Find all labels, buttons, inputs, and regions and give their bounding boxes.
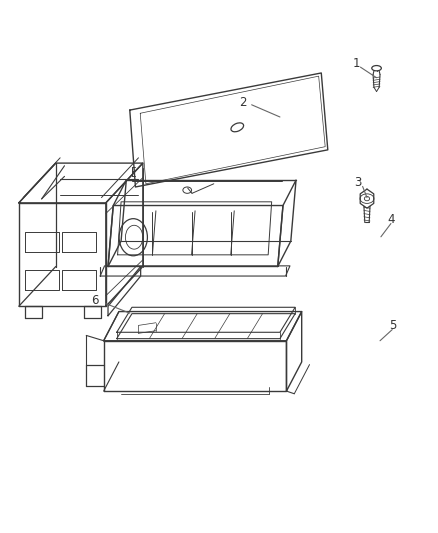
Text: 5: 5 — [389, 319, 397, 333]
Ellipse shape — [360, 194, 374, 204]
Text: 4: 4 — [387, 213, 395, 227]
Ellipse shape — [364, 197, 370, 201]
Ellipse shape — [372, 66, 381, 71]
Ellipse shape — [125, 225, 143, 249]
Text: 2: 2 — [239, 95, 247, 109]
Ellipse shape — [119, 219, 148, 256]
Text: 6: 6 — [91, 294, 99, 308]
Text: 1: 1 — [352, 57, 360, 70]
Ellipse shape — [183, 187, 191, 193]
Text: 3: 3 — [355, 176, 362, 189]
Ellipse shape — [231, 123, 244, 132]
